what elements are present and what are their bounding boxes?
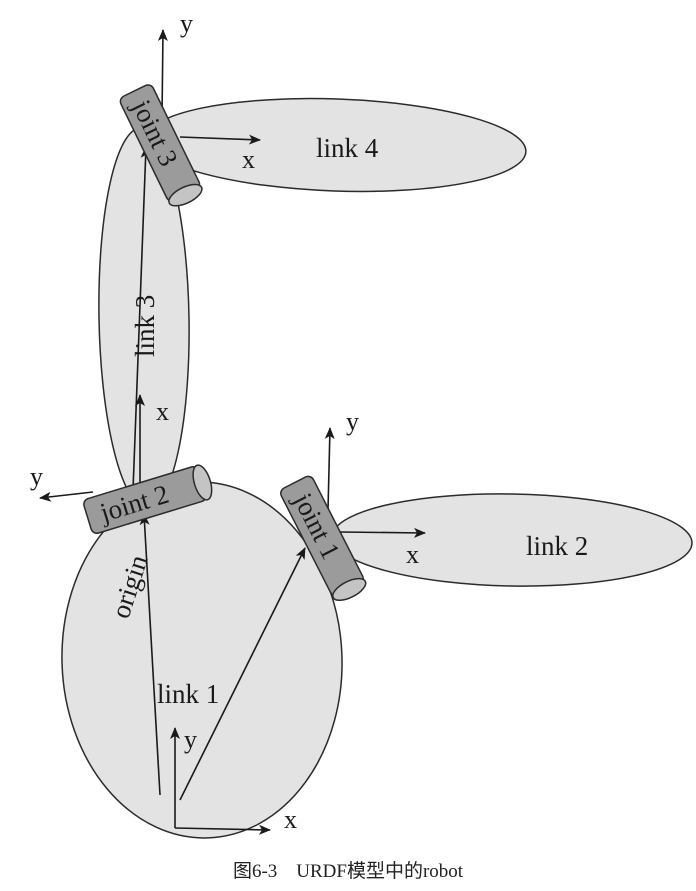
joint1-x-axis [339,527,426,538]
link-3-label: link 3 [130,295,160,357]
link-4-label: link 4 [316,133,379,163]
joint2-x-label: x [156,397,169,426]
joint3-x-axis [179,134,261,145]
joint2-to-joint3-vector [132,146,151,491]
base-x-label: x [284,805,297,834]
link-1-label: link 1 [157,679,219,709]
link-2-label: link 2 [526,531,588,561]
figure-caption: 图6-3 URDF模型中的robot [232,861,464,882]
joint2-y-label: y [30,462,43,491]
joint1-y-axis [324,427,335,511]
base-x-axis [174,824,271,835]
joint-3-cylinder: joint 3 [119,84,203,207]
base-y-label: y [184,725,197,754]
joint3-y-label: y [180,9,193,38]
link-2-shape [331,493,693,587]
origin-to-joint2-vector [139,513,161,796]
joint3-y-axis [157,29,168,119]
vectors [39,29,426,835]
joint2-y-axis [39,491,94,502]
joint3-x-label: x [242,145,255,174]
origin-to-joint1-vector [179,547,306,801]
joint1-x-label: x [406,540,419,569]
joint-2-cylinder: joint 2 [83,464,213,535]
joint1-y-label: y [346,407,359,436]
